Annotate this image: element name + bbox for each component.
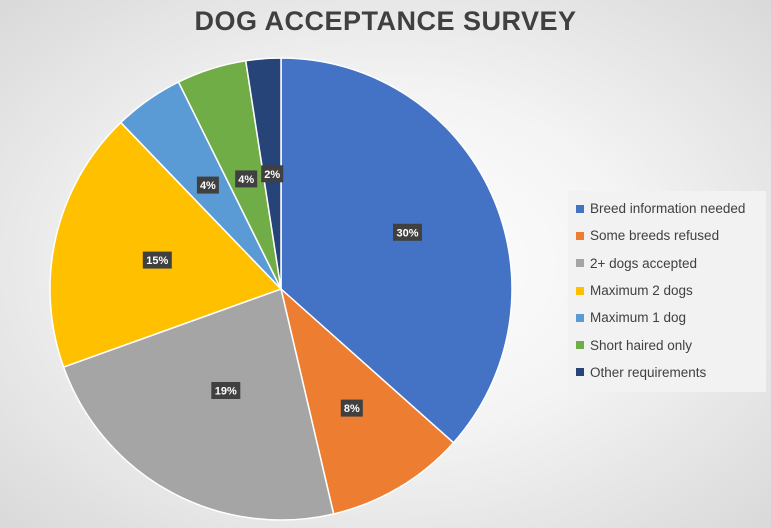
legend: Breed information needed Some breeds refu… — [568, 191, 766, 393]
data-label-box-short-haired-only — [235, 170, 258, 188]
legend-item-two-plus-dogs-accepted: 2+ dogs accepted — [568, 250, 766, 277]
data-label-short-haired-only: 4% — [238, 174, 254, 186]
legend-swatch-breed-info-needed — [576, 204, 584, 213]
data-label-two-plus-dogs-accepted: 19% — [215, 386, 237, 398]
data-label-box-breed-info-needed — [393, 223, 422, 241]
data-label-some-breeds-refused: 8% — [344, 403, 360, 415]
data-label-box-maximum-1-dog — [196, 176, 219, 194]
pie-slice-maximum-2-dogs — [49, 121, 283, 369]
legend-swatch-maximum-2-dogs — [576, 286, 584, 295]
legend-item-short-haired-only: Short haired only — [568, 331, 766, 358]
legend-label-maximum-2-dogs: Maximum 2 dogs — [590, 283, 693, 299]
legend-item-breed-info-needed: Breed information needed — [568, 195, 766, 222]
legend-label-other-requirements: Other requirements — [590, 364, 707, 380]
legend-label-two-plus-dogs-accepted: 2+ dogs accepted — [590, 255, 697, 271]
pie-slice-some-breeds-refused — [279, 286, 455, 515]
legend-item-maximum-2-dogs: Maximum 2 dogs — [568, 277, 766, 304]
pie-slice-two-plus-dogs-accepted — [62, 288, 335, 521]
legend-item-maximum-1-dog: Maximum 1 dog — [568, 304, 766, 331]
data-label-box-maximum-2-dogs — [142, 251, 172, 269]
data-label-box-some-breeds-refused — [340, 399, 363, 417]
legend-swatch-two-plus-dogs-accepted — [576, 259, 584, 268]
data-label-box-other-requirements — [261, 165, 284, 183]
pie-slice-breed-info-needed — [280, 57, 513, 444]
legend-label-maximum-1-dog: Maximum 1 dog — [590, 310, 687, 326]
legend-label-breed-info-needed: Breed information needed — [590, 201, 746, 217]
data-label-maximum-2-dogs: 15% — [146, 255, 168, 267]
legend-swatch-short-haired-only — [576, 341, 584, 350]
legend-item-other-requirements: Other requirements — [568, 359, 766, 386]
legend-item-some-breeds-refused: Some breeds refused — [568, 222, 766, 249]
data-label-box-two-plus-dogs-accepted — [211, 382, 241, 399]
data-label-maximum-1-dog: 4% — [200, 180, 216, 192]
legend-swatch-maximum-1-dog — [576, 313, 584, 322]
data-label-other-requirements: 2% — [264, 169, 280, 181]
chart-title: DOG ACCEPTANCE SURVEY — [194, 6, 577, 36]
legend-swatch-other-requirements — [576, 368, 584, 377]
legend-swatch-some-breeds-refused — [576, 231, 584, 240]
legend-label-short-haired-only: Short haired only — [590, 337, 693, 353]
data-label-breed-info-needed: 30% — [396, 227, 418, 239]
legend-label-some-breeds-refused: Some breeds refused — [590, 228, 720, 244]
